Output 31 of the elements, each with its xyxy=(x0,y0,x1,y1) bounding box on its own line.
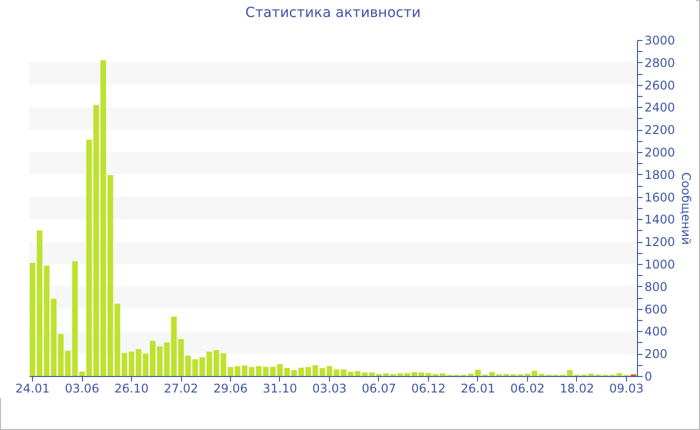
y-tick-label: 400 xyxy=(644,324,668,339)
x-tick-label: 03.06 xyxy=(64,382,100,396)
y-tick-label: 2200 xyxy=(644,123,676,138)
y-tick-label: 1600 xyxy=(644,190,676,204)
y-tick-label: 2400 xyxy=(644,100,676,115)
x-tick-label: 18.02 xyxy=(560,382,594,396)
y-tick-label: 600 xyxy=(644,302,668,316)
y-tick-label: 1800 xyxy=(644,168,676,182)
x-tick-label: 27.02 xyxy=(164,382,198,396)
y-tick-label: 1400 xyxy=(644,212,676,227)
x-tick-label: 03.03 xyxy=(312,382,347,396)
chart-title: Статистика активности xyxy=(245,5,421,21)
y-tick-label: 0 xyxy=(644,370,652,384)
y-tick-label: 2000 xyxy=(644,146,676,160)
y-tick-label: 3000 xyxy=(644,34,676,48)
y-tick-label: 800 xyxy=(644,280,668,294)
y-tick-label: 1000 xyxy=(644,258,676,272)
x-tick-label: 09.03 xyxy=(609,382,644,396)
x-tick-label: 06.12 xyxy=(411,382,446,396)
y-axis-title: Сообщений xyxy=(679,172,694,245)
x-tick-label: 06.02 xyxy=(510,382,545,396)
y-tick-label: 2800 xyxy=(644,56,676,70)
y-tick-label: 200 xyxy=(644,347,668,362)
y-tick-label: 2600 xyxy=(644,78,676,92)
x-tick-label: 24.01 xyxy=(15,382,50,396)
y-tick-label: 1200 xyxy=(644,235,676,250)
x-tick-label: 06.07 xyxy=(362,382,396,396)
x-tick-label: 29.06 xyxy=(213,382,248,396)
x-tick-label: 31.10 xyxy=(262,382,298,396)
x-tick-label: 26.10 xyxy=(114,382,149,396)
x-tick-label: 26.01 xyxy=(460,382,496,396)
